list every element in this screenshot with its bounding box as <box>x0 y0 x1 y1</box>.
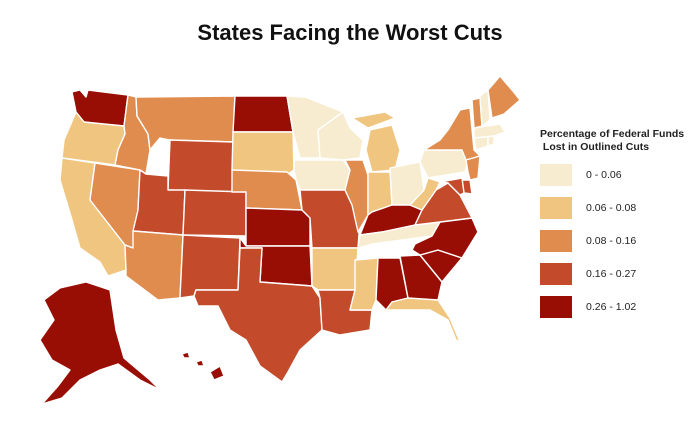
legend-label: 0 - 0.06 <box>586 169 622 181</box>
legend-label: 0.08 - 0.16 <box>586 235 637 247</box>
state-co <box>182 189 247 237</box>
legend-item: 0.08 - 0.16 <box>540 230 700 252</box>
legend: Percentage of Federal Funds Lost in Outl… <box>540 128 700 329</box>
state-wi <box>317 111 364 161</box>
state-ar <box>311 247 359 291</box>
state-nj <box>465 155 481 181</box>
legend-title: Percentage of Federal Funds Lost in Outl… <box>540 128 700 154</box>
state-ks <box>245 207 311 247</box>
us-choropleth-map <box>39 75 521 405</box>
legend-title-line-2: Lost in Outlined Cuts <box>540 141 650 153</box>
state-hi <box>181 351 225 381</box>
legend-swatch <box>540 230 572 252</box>
state-pa <box>419 149 469 179</box>
state-nh <box>479 89 491 127</box>
state-ak <box>39 281 161 405</box>
state-fl <box>385 297 461 343</box>
state-tx <box>193 247 323 383</box>
state-me <box>487 75 521 119</box>
legend-swatch <box>540 164 572 186</box>
state-ma <box>473 123 506 139</box>
map-title: States Facing the Worst Cuts <box>197 20 503 45</box>
state-az <box>124 230 184 301</box>
legend-swatch <box>540 263 572 285</box>
state-sd <box>231 131 295 176</box>
state-nc <box>411 217 479 259</box>
legend-title-line-1: Percentage of Federal Funds <box>540 128 685 140</box>
state-nm <box>179 234 241 299</box>
legend-item: 0.16 - 0.27 <box>540 263 700 285</box>
legend-label: 0.16 - 0.27 <box>586 268 637 280</box>
state-md <box>439 177 465 196</box>
state-wy <box>167 139 234 193</box>
legend-label: 0.26 - 1.02 <box>586 301 637 313</box>
legend-item: 0.06 - 0.08 <box>540 197 700 219</box>
legend-swatch <box>540 296 572 318</box>
legend-label: 0.06 - 0.08 <box>586 202 637 214</box>
legend-item: 0 - 0.06 <box>540 164 700 186</box>
legend-item: 0.26 - 1.02 <box>540 296 700 318</box>
state-nd <box>232 95 294 133</box>
state-ia <box>293 159 351 191</box>
legend-swatch <box>540 197 572 219</box>
state-ny <box>423 107 481 161</box>
state-ri <box>487 135 495 147</box>
state-il <box>344 159 369 233</box>
